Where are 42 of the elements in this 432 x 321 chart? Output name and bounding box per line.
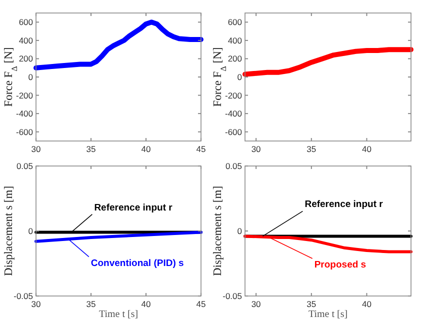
annotation: Conventional (PID) s (90, 258, 184, 269)
y-tick-label: -400 (16, 108, 34, 119)
annotation: Proposed s (314, 260, 366, 270)
y-tick-label: 400 (228, 35, 242, 46)
x-tick-label: 30 (251, 144, 262, 154)
y-tick-label: 0.05 (225, 161, 242, 171)
x-tick-label: 40 (362, 144, 372, 154)
y-axis-title: Displacement s [m] (3, 186, 15, 276)
annotation: Reference input r (304, 199, 384, 210)
x-axis-title: Time t [s] (308, 309, 348, 320)
x-tick-label: 35 (86, 299, 96, 309)
x-tick-label: 40 (141, 299, 151, 309)
y-tick-label: 0 (237, 72, 242, 82)
y-tick-label: 200 (18, 54, 34, 64)
y-tick-label: -200 (16, 90, 34, 100)
y-tick-label: -200 (224, 90, 242, 100)
x-tick-label: 45 (196, 144, 206, 154)
y-tick-label: 600 (18, 17, 34, 28)
y-tick-label: 0 (237, 226, 242, 236)
y-tick-label: 0.05 (16, 161, 34, 171)
x-tick-label: 30 (251, 299, 262, 309)
y-axis-title: Displacement s [m] (212, 186, 224, 276)
y-tick-label: 600 (228, 17, 242, 28)
y-tick-label: -600 (16, 126, 34, 137)
y-tick-label: 0 (28, 72, 34, 82)
x-tick-label: 35 (306, 299, 316, 309)
x-tick-label: 40 (362, 299, 372, 309)
y-tick-label: 0 (28, 226, 34, 236)
y-tick-label: -0.05 (222, 291, 242, 301)
x-tick-label: 35 (306, 144, 316, 154)
x-tick-label: 35 (86, 144, 96, 154)
x-axis-title: Time t [s] (98, 309, 138, 320)
y-tick-label: -600 (224, 126, 242, 137)
x-tick-label: 30 (31, 144, 41, 154)
y-tick-label: 200 (228, 54, 242, 64)
annotation: Reference input r (94, 202, 173, 214)
x-tick-label: 30 (31, 299, 41, 309)
y-tick-label: -400 (224, 108, 242, 119)
y-tick-label: -0.05 (14, 291, 34, 301)
x-tick-label: 40 (141, 144, 151, 154)
x-tick-label: 45 (196, 299, 206, 309)
y-tick-label: 400 (18, 35, 34, 46)
